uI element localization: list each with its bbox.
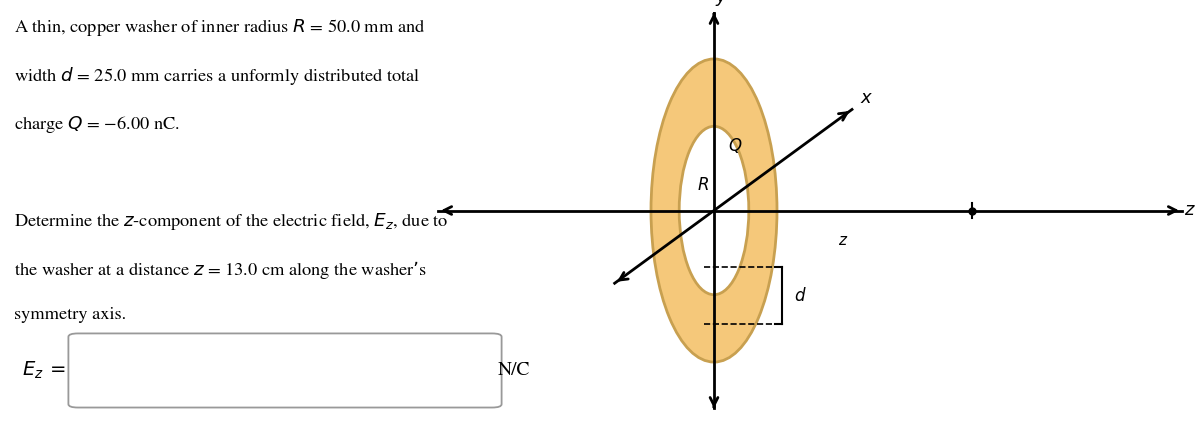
Text: $d$: $d$	[794, 287, 808, 305]
Text: $E_z\,=$: $E_z\,=$	[22, 360, 65, 381]
Text: Determine the $z$-component of the electric field, $E_z$, due to: Determine the $z$-component of the elect…	[14, 210, 449, 232]
Text: A thin, copper washer of inner radius $R$ = 50.0 mm and: A thin, copper washer of inner radius $R…	[14, 17, 426, 38]
Text: $z$: $z$	[838, 234, 848, 248]
Text: $z$: $z$	[1184, 202, 1196, 219]
Text: $y$: $y$	[714, 0, 728, 8]
Text: $Q$: $Q$	[728, 136, 743, 155]
Text: charge $Q$ = −6.00 nC.: charge $Q$ = −6.00 nC.	[14, 114, 180, 135]
Ellipse shape	[650, 59, 778, 362]
Ellipse shape	[679, 126, 749, 295]
Text: width $d$ = 25.0 mm carries a unformly distributed total: width $d$ = 25.0 mm carries a unformly d…	[14, 65, 421, 87]
Text: $x$: $x$	[860, 91, 874, 107]
Text: symmetry axis.: symmetry axis.	[14, 307, 126, 323]
Text: $R$: $R$	[697, 177, 709, 194]
Text: the washer at a distance $z$ = 13.0 cm along the washer’s: the washer at a distance $z$ = 13.0 cm a…	[14, 259, 427, 281]
Text: N/C: N/C	[498, 362, 530, 379]
FancyBboxPatch shape	[68, 333, 502, 408]
